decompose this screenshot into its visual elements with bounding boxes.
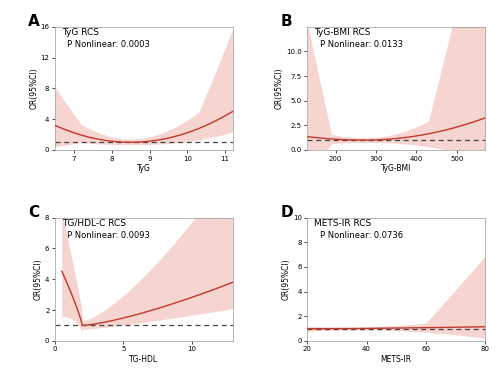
Y-axis label: OR(95%CI): OR(95%CI)	[275, 67, 284, 109]
Text: METS-IR RCS: METS-IR RCS	[314, 219, 372, 228]
Text: P Nonlinear: 0.0003: P Nonlinear: 0.0003	[68, 40, 150, 49]
Text: D: D	[280, 205, 293, 220]
Text: A: A	[28, 15, 40, 29]
X-axis label: METS-IR: METS-IR	[380, 355, 412, 363]
Text: TG/HDL-C RCS: TG/HDL-C RCS	[62, 219, 126, 228]
Text: B: B	[280, 15, 292, 29]
Text: TyG-BMI RCS: TyG-BMI RCS	[314, 28, 371, 37]
Text: P Nonlinear: 0.0736: P Nonlinear: 0.0736	[320, 231, 403, 240]
X-axis label: TyG: TyG	[137, 164, 151, 173]
Y-axis label: OR(95%CI): OR(95%CI)	[282, 259, 290, 300]
X-axis label: TyG-BMI: TyG-BMI	[381, 164, 412, 173]
Y-axis label: OR(95%CI): OR(95%CI)	[34, 259, 43, 300]
Y-axis label: OR(95%CI): OR(95%CI)	[30, 67, 38, 109]
Text: P Nonlinear: 0.0093: P Nonlinear: 0.0093	[68, 231, 150, 240]
Text: P Nonlinear: 0.0133: P Nonlinear: 0.0133	[320, 40, 403, 49]
Text: C: C	[28, 205, 40, 220]
X-axis label: TG-HDL: TG-HDL	[130, 355, 158, 363]
Text: TyG RCS: TyG RCS	[62, 28, 99, 37]
